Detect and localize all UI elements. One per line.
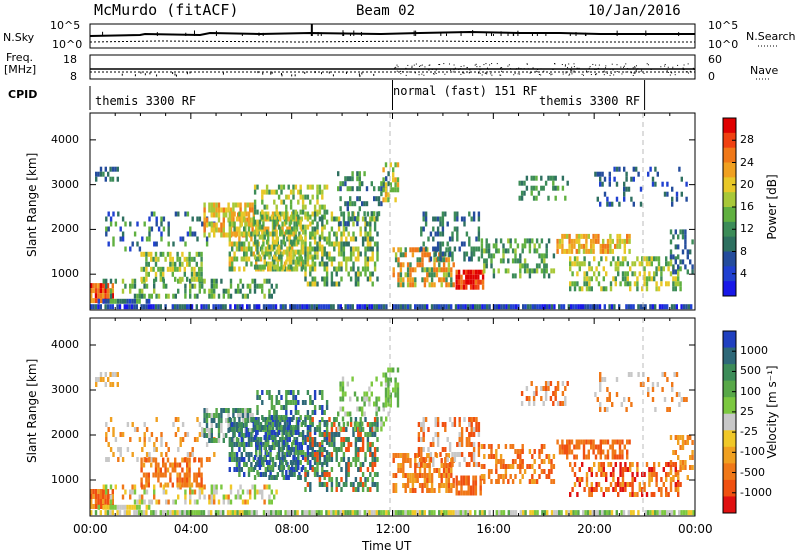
nsky-label: N.Sky bbox=[3, 31, 35, 44]
xtick-5: 20:00 bbox=[577, 522, 612, 536]
nsearch-tick-top: 10^5 bbox=[708, 19, 739, 32]
ytick-vel-2000: 2000 bbox=[51, 428, 79, 441]
cb-tick-power-5: 8 bbox=[740, 244, 747, 258]
velocity-colorbar bbox=[722, 330, 737, 514]
nsearch-label: N.Search bbox=[746, 30, 796, 43]
cb-tick-power-0: 28 bbox=[740, 133, 754, 147]
cpid-segment-label-3: themis 3300 RF bbox=[539, 94, 641, 108]
freq-label-2: [MHz] bbox=[4, 63, 37, 76]
freq-label-1: Freq. bbox=[6, 51, 34, 64]
ytick-power-3000: 3000 bbox=[51, 177, 79, 191]
nsky-tick-bottom: 10^0 bbox=[52, 38, 83, 51]
colorbar-power-swatch-10 bbox=[723, 266, 736, 282]
cpid-segment-label-2: normal (fast) 151 RF bbox=[393, 84, 538, 98]
cb-tick-power-6: 4 bbox=[740, 266, 747, 280]
cb-tick-velocity-6: -500 bbox=[740, 465, 765, 479]
cb-tick-velocity-4: -25 bbox=[740, 425, 758, 439]
ytick-power-1000: 1000 bbox=[51, 267, 79, 281]
xtick-1: 04:00 bbox=[173, 522, 209, 536]
power-colorbar-label: Power [dB] bbox=[765, 174, 779, 240]
nsearch-tick-bottom: 10^0 bbox=[708, 38, 739, 51]
velocity-panel bbox=[89, 317, 696, 517]
ytick-vel-3000: 3000 bbox=[51, 383, 79, 396]
colorbar-power-swatch-5 bbox=[723, 192, 736, 208]
colorbar-velocity-swatch-8 bbox=[723, 463, 736, 481]
colorbar-velocity-swatch-0 bbox=[723, 331, 736, 349]
cb-tick-power-4: 12 bbox=[740, 222, 754, 236]
colorbar-velocity-swatch-9 bbox=[723, 479, 736, 497]
nave-label: Nave bbox=[750, 64, 779, 77]
ytick-power-4000: 4000 bbox=[51, 132, 79, 146]
colorbar-velocity-swatch-10 bbox=[723, 496, 736, 514]
power-colorbar bbox=[722, 117, 737, 297]
cb-tick-velocity-7: -1000 bbox=[740, 485, 772, 499]
xtick-6: 00:00 bbox=[678, 522, 713, 536]
nsky-tick-top: 10^5 bbox=[50, 19, 81, 32]
colorbar-power-swatch-2 bbox=[723, 147, 736, 163]
nsearch-line bbox=[89, 40, 695, 43]
cb-tick-velocity-2: 100 bbox=[740, 384, 761, 398]
cb-tick-velocity-3: 25 bbox=[740, 404, 754, 418]
cb-tick-power-3: 16 bbox=[740, 200, 754, 213]
xtick-0: 00:00 bbox=[73, 522, 108, 536]
nave-tick-top: 60 bbox=[708, 53, 722, 66]
colorbar-velocity-swatch-4 bbox=[723, 397, 736, 415]
station-title: McMurdo (fitACF) bbox=[94, 1, 239, 19]
xtick-2: 08:00 bbox=[274, 522, 310, 536]
cpid-panel bbox=[89, 80, 646, 110]
colorbar-power-swatch-3 bbox=[723, 162, 736, 178]
xlabel: Time UT bbox=[362, 539, 412, 553]
colorbar-velocity-swatch-6 bbox=[723, 430, 736, 448]
ytick-vel-1000: 1000 bbox=[51, 473, 79, 486]
freq-panel bbox=[89, 54, 696, 80]
date-title: 10/Jan/2016 bbox=[588, 3, 681, 19]
freq-tick-top: 18 bbox=[63, 53, 77, 66]
nsky-line bbox=[89, 30, 695, 37]
freq-tick-bottom: 8 bbox=[70, 70, 77, 83]
ytick-power-2000: 2000 bbox=[51, 222, 79, 236]
nsky-panel bbox=[89, 23, 696, 49]
colorbar-power-swatch-9 bbox=[723, 251, 736, 267]
colorbar-velocity-swatch-3 bbox=[723, 380, 736, 398]
cpid-label: CPID bbox=[8, 88, 38, 101]
cb-tick-velocity-5: -100 bbox=[740, 445, 765, 459]
colorbar-power-swatch-11 bbox=[723, 281, 736, 297]
colorbar-velocity-swatch-2 bbox=[723, 364, 736, 382]
cb-tick-velocity-1: 500 bbox=[740, 364, 761, 378]
colorbar-power-swatch-7 bbox=[723, 221, 736, 238]
ytick-vel-4000: 4000 bbox=[51, 338, 79, 351]
cb-tick-power-2: 20 bbox=[740, 177, 754, 191]
colorbar-power-swatch-4 bbox=[723, 177, 736, 193]
cb-tick-velocity-0: 1000 bbox=[740, 344, 768, 358]
velocity-colorbar-label: Velocity [m s⁻¹] bbox=[765, 365, 779, 459]
colorbar-velocity-swatch-7 bbox=[723, 446, 736, 464]
colorbar-velocity-swatch-1 bbox=[723, 347, 736, 365]
colorbar-power-swatch-0 bbox=[723, 118, 736, 134]
velocity-ylabel: Slant Range [km] bbox=[25, 358, 39, 463]
cb-tick-power-1: 24 bbox=[740, 155, 754, 169]
colorbar-power-swatch-8 bbox=[723, 236, 736, 252]
colorbar-power-swatch-6 bbox=[723, 207, 736, 223]
colorbar-velocity-swatch-5 bbox=[723, 413, 736, 431]
xtick-4: 16:00 bbox=[476, 522, 511, 536]
cpid-segment-label-1: themis 3300 RF bbox=[95, 94, 197, 108]
power-panel bbox=[89, 112, 696, 311]
xtick-3: 12:00 bbox=[375, 522, 411, 536]
beam-title: Beam 02 bbox=[356, 3, 416, 19]
colorbar-power-swatch-1 bbox=[723, 132, 736, 149]
nave-tick-bottom: 0 bbox=[708, 70, 715, 83]
power-ylabel: Slant Range [km] bbox=[25, 152, 39, 257]
